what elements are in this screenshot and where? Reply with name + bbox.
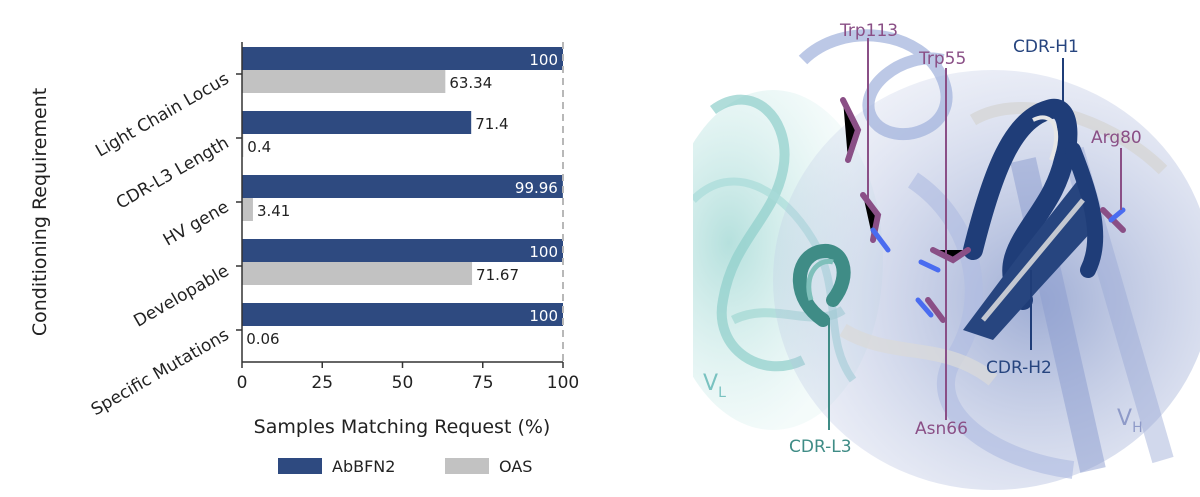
x-tick-label-0: 0	[237, 373, 248, 393]
protein-structure-image: Trp113 Trp55 CDR-H1 Arg80 CDR-H2 Asn66 C…	[693, 0, 1200, 493]
legend: AbBFN2 OAS	[278, 457, 532, 476]
x-axis-label: Samples Matching Request (%)	[254, 416, 551, 438]
label-vh-main: V	[1117, 406, 1132, 431]
y-axis-label: Conditioning Requirement	[29, 88, 51, 336]
category-label-specific-mutations: Specific Mutations	[88, 325, 233, 420]
x-tick-label-100: 100	[547, 373, 579, 393]
label-vl-sub: L	[718, 385, 726, 401]
value-label-oas-specific-mutations: 0.06	[246, 330, 279, 348]
value-label-oas-cdr-l3-length: 0.4	[247, 138, 271, 156]
label-cdr-h1: CDR-H1	[1013, 37, 1079, 57]
legend-label-oas: OAS	[499, 457, 532, 476]
value-label-abbfn2-specific-mutations: 100	[529, 307, 558, 325]
bar-oas-hv-gene	[242, 198, 253, 221]
value-label-abbfn2-light-chain-locus: 100	[529, 51, 558, 69]
legend-label-abbfn2: AbBFN2	[332, 457, 395, 476]
value-label-oas-developable: 71.67	[476, 266, 519, 284]
label-arg80: Arg80	[1091, 128, 1142, 148]
value-label-abbfn2-developable: 100	[529, 243, 558, 261]
category-label-developable: Developable	[130, 261, 232, 332]
bar-abbfn2-specific-mutations	[242, 303, 563, 326]
value-label-abbfn2-cdr-l3-length: 71.4	[475, 115, 508, 133]
value-label-abbfn2-hv-gene: 99.96	[515, 179, 558, 197]
value-label-oas-light-chain-locus: 63.34	[449, 74, 492, 92]
label-trp55: Trp55	[918, 49, 966, 69]
bar-abbfn2-light-chain-locus	[242, 47, 563, 70]
x-tick-label-75: 75	[472, 373, 494, 393]
label-cdr-h2: CDR-H2	[986, 358, 1052, 378]
label-vl-main: V	[703, 371, 718, 396]
bar-abbfn2-cdr-l3-length	[242, 111, 471, 134]
label-asn66: Asn66	[915, 419, 968, 439]
value-label-oas-hv-gene: 3.41	[257, 202, 290, 220]
protein-structure-panel: Trp113 Trp55 CDR-H1 Arg80 CDR-H2 Asn66 C…	[693, 0, 1200, 493]
x-ticks-layer: 0 25 50 75 100	[237, 362, 580, 393]
label-vh-sub: H	[1132, 420, 1143, 436]
bar-oas-developable	[242, 262, 472, 285]
label-cdr-l3: CDR-L3	[789, 437, 852, 457]
label-trp113: Trp113	[839, 21, 898, 41]
legend-swatch-abbfn2	[278, 458, 322, 474]
bar-chart: 10063.3471.40.499.963.4110071.671000.06 …	[0, 0, 640, 493]
legend-swatch-oas	[445, 458, 489, 474]
bar-abbfn2-developable	[242, 239, 563, 262]
x-tick-label-25: 25	[311, 373, 333, 393]
bar-oas-light-chain-locus	[242, 70, 445, 93]
bars-layer	[242, 47, 563, 349]
x-tick-label-50: 50	[392, 373, 414, 393]
category-label-hv-gene: HV gene	[160, 197, 233, 250]
